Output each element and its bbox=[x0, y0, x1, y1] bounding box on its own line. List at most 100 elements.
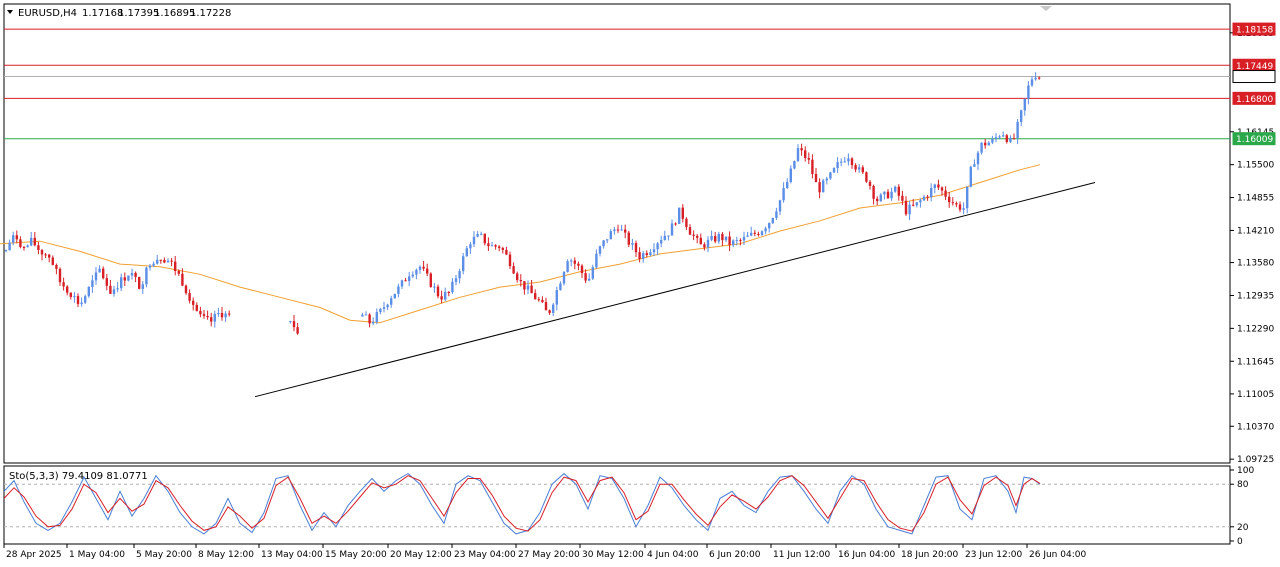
candle-46 bbox=[170, 257, 173, 267]
time-tick-label-12: 11 Jun 12:00 bbox=[773, 550, 830, 560]
horizontal-levels[interactable] bbox=[4, 28, 1230, 140]
candle-230 bbox=[951, 197, 954, 206]
candle-181 bbox=[775, 207, 778, 221]
ohlc-open: 1.17168 bbox=[82, 8, 123, 19]
candle-body bbox=[847, 158, 850, 162]
candle-body bbox=[1016, 121, 1019, 139]
candle-body bbox=[811, 159, 814, 174]
candle-body bbox=[30, 237, 33, 246]
candle-body bbox=[807, 158, 810, 160]
candle-240 bbox=[987, 140, 990, 146]
candle-body bbox=[764, 228, 767, 232]
candle-145 bbox=[645, 250, 648, 258]
candle-body bbox=[163, 259, 166, 263]
candle-body bbox=[890, 191, 893, 199]
candle-247 bbox=[1012, 133, 1016, 140]
candle-body bbox=[822, 180, 825, 193]
level-label-1: 1.17449 bbox=[1236, 62, 1273, 72]
candle-93 bbox=[458, 268, 461, 284]
stoch-main-line bbox=[3, 472, 1041, 535]
candle-32 bbox=[120, 273, 123, 292]
candle-body bbox=[519, 280, 522, 282]
candle-135 bbox=[609, 229, 612, 240]
candle-body bbox=[62, 282, 65, 287]
candle-body bbox=[159, 259, 162, 261]
stochastic-oscillator bbox=[3, 472, 1230, 535]
candle-body bbox=[181, 273, 184, 286]
candle-101 bbox=[487, 237, 490, 252]
candle-107 bbox=[508, 251, 512, 269]
candle-203 bbox=[854, 163, 857, 173]
candle-body bbox=[562, 271, 566, 284]
candle-53 bbox=[195, 302, 198, 312]
candle-58 bbox=[213, 310, 216, 328]
candle-body bbox=[1020, 110, 1023, 122]
dropdown-triangle-icon[interactable] bbox=[7, 10, 13, 14]
candle-body bbox=[861, 167, 864, 173]
candle-body bbox=[1027, 85, 1030, 99]
candle-70 bbox=[375, 308, 378, 325]
candle-body bbox=[760, 231, 764, 235]
candle-237 bbox=[976, 150, 980, 171]
candle-236 bbox=[973, 159, 976, 167]
candle-178 bbox=[764, 226, 767, 235]
symbol-label: EURUSD,H4 bbox=[18, 8, 77, 19]
candle-body bbox=[1009, 137, 1012, 142]
moving-average bbox=[0, 164, 1041, 324]
candle-98 bbox=[476, 231, 479, 238]
candle-42 bbox=[156, 254, 159, 265]
candle-body bbox=[552, 304, 555, 313]
time-tick-label-10: 4 Jun 04:00 bbox=[647, 550, 699, 560]
candle-24 bbox=[91, 275, 94, 293]
candle-227 bbox=[940, 186, 944, 196]
scroll-marker-icon[interactable] bbox=[1040, 6, 1052, 11]
stoch-signal-line bbox=[3, 475, 1041, 532]
candle-body bbox=[8, 242, 11, 251]
candle-249 bbox=[1020, 109, 1023, 127]
candle-45 bbox=[166, 258, 170, 263]
candles bbox=[4, 72, 1041, 335]
candle-body bbox=[451, 281, 454, 292]
candle-157 bbox=[688, 224, 692, 235]
candle-137 bbox=[616, 224, 620, 233]
main-plot-frame bbox=[3, 3, 1231, 464]
candle-body bbox=[433, 286, 436, 288]
candle-body bbox=[127, 275, 130, 281]
candle-186 bbox=[793, 160, 796, 170]
candle-149 bbox=[660, 235, 663, 248]
candle-body bbox=[372, 321, 375, 324]
level-box-0 bbox=[1232, 22, 1276, 36]
candle-body bbox=[912, 204, 915, 206]
candle-body bbox=[786, 181, 789, 189]
candle-124 bbox=[570, 258, 573, 267]
candle-body bbox=[854, 165, 857, 170]
candle-body bbox=[584, 273, 587, 281]
trendline bbox=[254, 182, 1096, 398]
candle-195 bbox=[825, 176, 828, 185]
candle-235 bbox=[969, 165, 972, 188]
candle-body bbox=[580, 265, 584, 274]
level-label-4: 1.16009 bbox=[1236, 135, 1273, 145]
price-tick-label-5: 1.13580 bbox=[1237, 259, 1274, 269]
candle-242 bbox=[994, 133, 998, 143]
candle-228 bbox=[944, 186, 947, 201]
candle-body bbox=[627, 232, 630, 245]
candle-body bbox=[674, 223, 677, 225]
candle-188 bbox=[800, 143, 803, 156]
candle-91 bbox=[451, 278, 454, 295]
candle-6 bbox=[26, 244, 29, 248]
trendline-group[interactable] bbox=[254, 182, 1096, 398]
candle-body bbox=[555, 290, 558, 305]
candle-body bbox=[228, 313, 231, 315]
candle-body bbox=[634, 243, 638, 253]
candle-176 bbox=[757, 231, 760, 237]
candle-body bbox=[984, 142, 987, 146]
candle-66 bbox=[361, 312, 364, 317]
candle-245 bbox=[1005, 133, 1008, 144]
candle-163 bbox=[710, 230, 713, 242]
candle-body bbox=[123, 277, 126, 281]
candle-38 bbox=[141, 281, 144, 294]
time-tick-label-14: 18 Jun 20:00 bbox=[901, 550, 958, 560]
candle-body bbox=[710, 236, 713, 240]
